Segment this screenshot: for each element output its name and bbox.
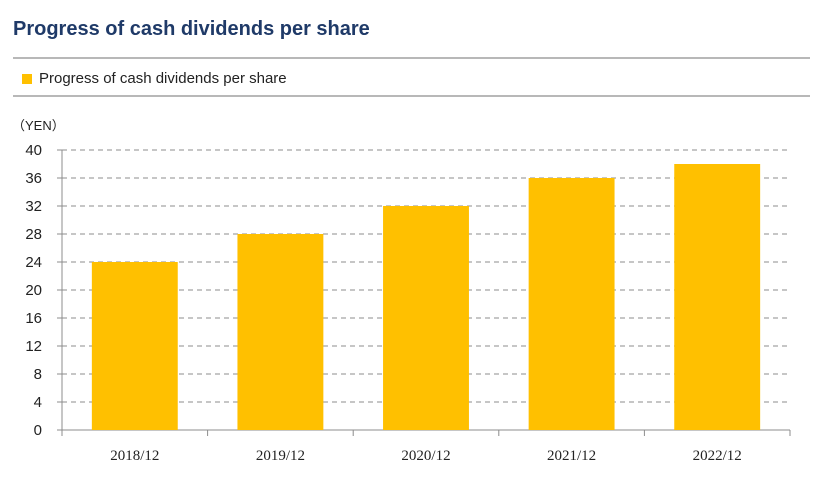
legend-swatch xyxy=(22,73,32,84)
x-tick-label: 2019/12 xyxy=(256,448,305,464)
y-tick-label: 32 xyxy=(25,198,42,215)
y-tick-label: 0 xyxy=(34,422,42,439)
chart-title: Progress of cash dividends per share xyxy=(13,18,370,40)
y-tick-label: 28 xyxy=(25,226,42,243)
y-tick-label: 36 xyxy=(25,170,42,187)
y-tick-label: 16 xyxy=(25,310,42,327)
legend: Progress of cash dividends per share xyxy=(22,70,287,87)
bar-2020-12 xyxy=(383,206,469,430)
y-unit-label: （YEN） xyxy=(12,118,65,133)
y-tick-label: 12 xyxy=(25,338,42,355)
bar-2018-12 xyxy=(91,262,178,430)
title-divider xyxy=(13,57,810,59)
x-tick-label: 2022/12 xyxy=(693,448,742,464)
x-tick-label: 2018/12 xyxy=(110,448,159,464)
bar-2022-12 xyxy=(674,164,761,430)
y-tick-label: 20 xyxy=(25,282,42,299)
x-tick-label: 2021/12 xyxy=(547,448,596,464)
bar-2021-12 xyxy=(528,178,615,430)
x-tick-label: 2020/12 xyxy=(401,448,450,464)
y-tick-label: 4 xyxy=(34,394,42,411)
y-tick-label: 40 xyxy=(25,142,42,159)
legend-divider xyxy=(13,95,810,97)
y-tick-label: 24 xyxy=(25,254,42,271)
y-tick-label: 8 xyxy=(34,366,42,383)
legend-label: Progress of cash dividends per share xyxy=(39,70,287,87)
bar-2019-12 xyxy=(237,234,324,430)
